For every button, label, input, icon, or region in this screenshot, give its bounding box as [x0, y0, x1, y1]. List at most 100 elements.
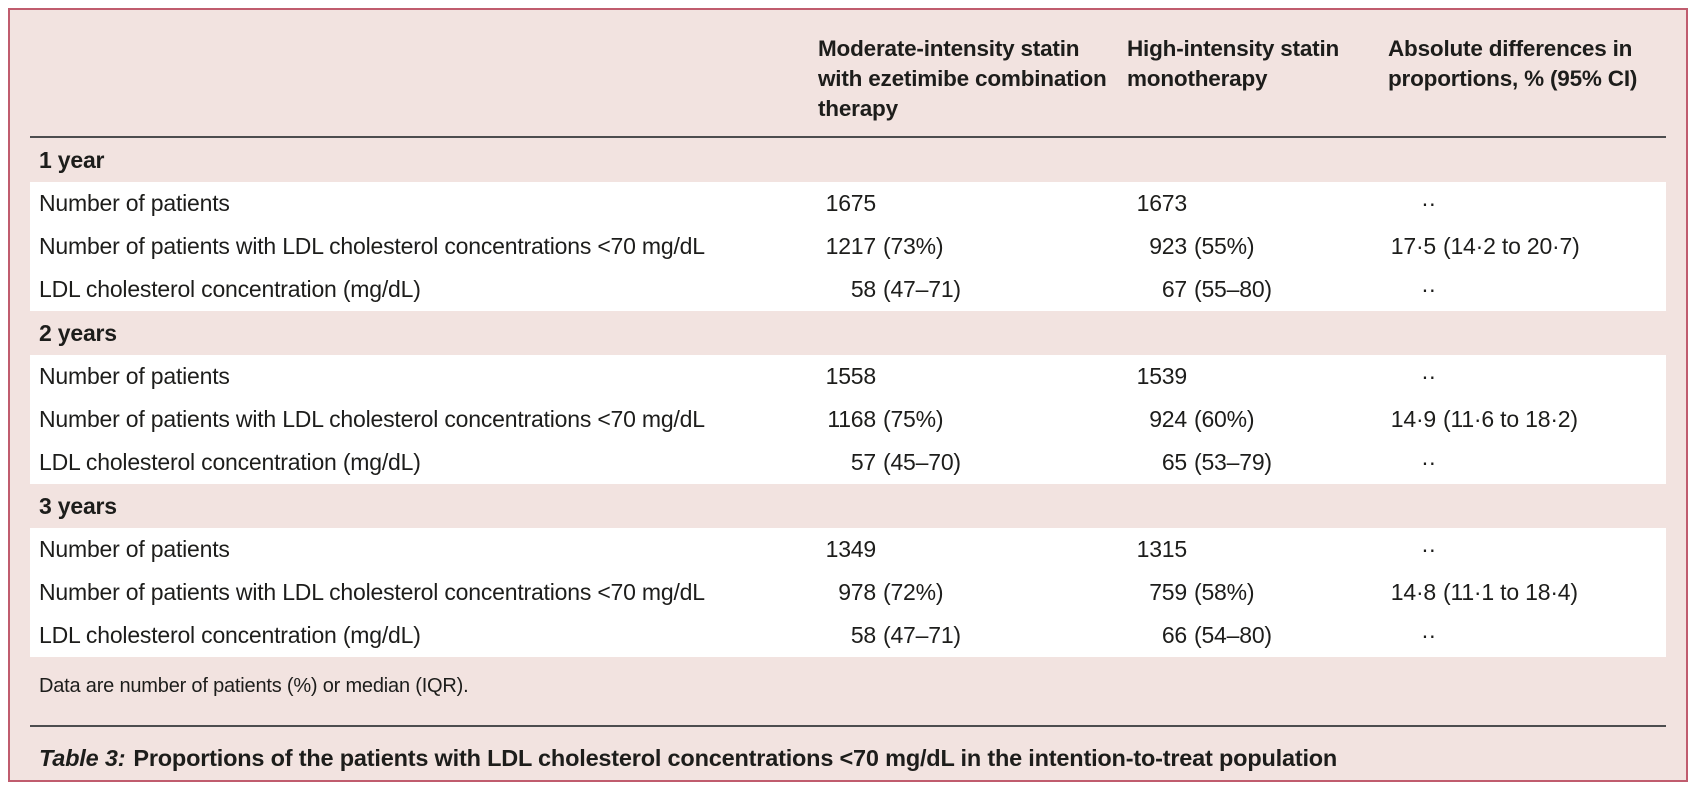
cell-number: 1217: [825, 233, 877, 259]
data-cell: ··: [1388, 268, 1666, 311]
table-row: LDL cholesterol concentration (mg/dL) 58…: [30, 268, 1666, 311]
cell-detail: (11·6 to 18·2): [1443, 406, 1578, 432]
row-label: Number of patients with LDL cholesterol …: [39, 233, 705, 259]
section-rows: Number of patients 1558 1539 ·· Number o…: [30, 355, 1666, 484]
cell-number: 1558: [825, 363, 877, 389]
data-cell: ··: [1388, 355, 1666, 398]
table-footnote: Data are number of patients (%) or media…: [39, 675, 469, 697]
row-label: LDL cholesterol concentration (mg/dL): [39, 449, 421, 475]
cell-number: 65: [1161, 449, 1187, 475]
data-cell: 1673: [1127, 182, 1388, 225]
data-cell: 65 (53–79): [1127, 441, 1388, 484]
row-label: Number of patients: [39, 190, 230, 216]
data-cell: 978 (72%): [818, 571, 1127, 614]
cell-number: 58: [850, 622, 876, 648]
section-header: 3 years: [39, 493, 117, 519]
table-section: 3 years Number of patients 1349 1315 ·· …: [30, 484, 1666, 657]
cell-detail: (47–71): [883, 276, 961, 302]
cell-number: 17·5: [1390, 233, 1436, 259]
cell-number: 923: [1149, 233, 1187, 259]
cell-number: 978: [838, 579, 876, 605]
data-cell: ··: [1388, 528, 1666, 571]
data-cell: 1539: [1127, 355, 1388, 398]
data-cell: 14·9 (11·6 to 18·2): [1388, 398, 1666, 441]
table-row: Number of patients with LDL cholesterol …: [30, 225, 1666, 268]
caption-divider: [30, 725, 1666, 727]
table-row: LDL cholesterol concentration (mg/dL) 57…: [30, 441, 1666, 484]
cell-detail: (58%): [1194, 579, 1255, 605]
column-header-absolute-differences: Absolute differences in proportions, % (…: [1388, 36, 1638, 91]
data-cell: 14·8 (11·1 to 18·4): [1388, 571, 1666, 614]
table-section: 2 years Number of patients 1558 1539 ·· …: [30, 311, 1666, 484]
cell-number: 66: [1161, 622, 1187, 648]
cell-number: 759: [1149, 579, 1187, 605]
row-label: LDL cholesterol concentration (mg/dL): [39, 276, 421, 302]
cell-detail: (54–80): [1194, 622, 1272, 648]
data-cell: 923 (55%): [1127, 225, 1388, 268]
table-row: Number of patients 1675 1673 ··: [30, 182, 1666, 225]
cell-detail: (55%): [1194, 233, 1255, 259]
table-row: LDL cholesterol concentration (mg/dL) 58…: [30, 614, 1666, 657]
cell-detail: (75%): [883, 406, 944, 432]
data-cell: 1558: [818, 355, 1127, 398]
data-cell: ··: [1388, 182, 1666, 225]
data-cell: 67 (55–80): [1127, 268, 1388, 311]
table-caption-text: Proportions of the patients with LDL cho…: [133, 745, 1338, 771]
data-cell: 759 (58%): [1127, 571, 1388, 614]
cell-number: 1539: [1136, 363, 1188, 389]
data-cell: 66 (54–80): [1127, 614, 1388, 657]
row-label: Number of patients with LDL cholesterol …: [39, 406, 705, 432]
data-cell: 1349: [818, 528, 1127, 571]
cell-number: ··: [1421, 536, 1436, 562]
row-label: Number of patients with LDL cholesterol …: [39, 579, 705, 605]
cell-number: 1168: [827, 406, 876, 432]
table-section: 1 year Number of patients 1675 1673 ·· N…: [30, 138, 1666, 311]
cell-detail: (47–71): [883, 622, 961, 648]
table-caption: Table 3: Proportions of the patients with…: [30, 743, 1666, 773]
cell-detail: (60%): [1194, 406, 1255, 432]
cell-number: 1675: [825, 190, 877, 216]
cell-number: 14·9: [1390, 406, 1436, 432]
row-label: Number of patients: [39, 536, 230, 562]
cell-number: 67: [1161, 276, 1187, 302]
table-row: Number of patients 1349 1315 ··: [30, 528, 1666, 571]
cell-detail: (72%): [883, 579, 944, 605]
cell-number: 58: [850, 276, 876, 302]
cell-number: 1349: [825, 536, 877, 562]
cell-detail: (55–80): [1194, 276, 1272, 302]
data-cell: 17·5 (14·2 to 20·7): [1388, 225, 1666, 268]
column-header-high-intensity: High-intensity statin monotherapy: [1127, 36, 1340, 91]
cell-number: 57: [850, 449, 876, 475]
cell-detail: (14·2 to 20·7): [1443, 233, 1580, 259]
column-header-moderate-intensity: Moderate-intensity statin with ezetimibe…: [818, 36, 1107, 121]
cell-number: 1673: [1136, 190, 1188, 216]
column-header-row: Moderate-intensity statin with ezetimibe…: [30, 10, 1666, 138]
cell-detail: (73%): [883, 233, 944, 259]
data-cell: 1675: [818, 182, 1127, 225]
row-label: LDL cholesterol concentration (mg/dL): [39, 622, 421, 648]
cell-number: ··: [1421, 363, 1436, 389]
section-header: 2 years: [39, 320, 117, 346]
table-body: 1 year Number of patients 1675 1673 ·· N…: [30, 138, 1666, 657]
cell-number: ··: [1421, 622, 1436, 648]
table-row: Number of patients with LDL cholesterol …: [30, 398, 1666, 441]
section-header: 1 year: [39, 147, 105, 173]
data-cell: 924 (60%): [1127, 398, 1388, 441]
data-cell: 1217 (73%): [818, 225, 1127, 268]
cell-number: ··: [1421, 190, 1436, 216]
data-cell: 58 (47–71): [818, 614, 1127, 657]
cell-number: ··: [1421, 449, 1436, 475]
lancet-table-figure: Moderate-intensity statin with ezetimibe…: [8, 8, 1688, 782]
table-row: Number of patients with LDL cholesterol …: [30, 571, 1666, 614]
cell-number: 1315: [1136, 536, 1188, 562]
data-cell: ··: [1388, 441, 1666, 484]
table-row: Number of patients 1558 1539 ··: [30, 355, 1666, 398]
cell-number: ··: [1421, 276, 1436, 302]
data-cell: 1315: [1127, 528, 1388, 571]
cell-number: 924: [1149, 406, 1187, 432]
cell-number: 14·8: [1390, 579, 1436, 605]
row-label: Number of patients: [39, 363, 230, 389]
data-cell: ··: [1388, 614, 1666, 657]
cell-detail: (11·1 to 18·4): [1443, 579, 1578, 605]
